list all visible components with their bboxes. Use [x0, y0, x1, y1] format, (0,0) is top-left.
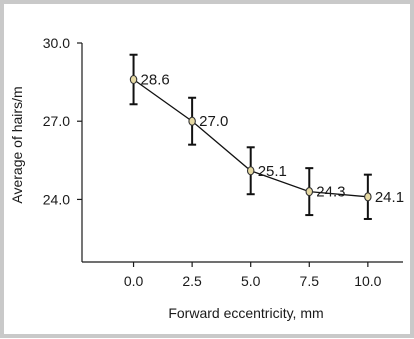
axes: 24.0 27.0 30.0 0.0 2.5 5.0 7.5 10.0	[43, 35, 403, 289]
data-point	[246, 166, 255, 176]
data-point	[305, 187, 314, 197]
x-tick-label: 10.0	[354, 273, 381, 289]
data-label: 27.0	[199, 113, 228, 130]
x-tick-label: 0.0	[124, 273, 144, 289]
y-tick-label: 30.0	[43, 35, 70, 51]
y-tick-label: 27.0	[43, 113, 70, 129]
data-label: 28.6	[141, 72, 170, 89]
data-label: 24.3	[316, 184, 345, 201]
y-axis-title: Average of hairs/m	[9, 86, 25, 203]
data-label: 24.1	[375, 189, 404, 206]
data-label: 25.1	[258, 163, 287, 180]
x-tick-label: 2.5	[182, 273, 202, 289]
data-point	[188, 116, 196, 126]
x-axis-title: Forward eccentricity, mm	[168, 305, 323, 321]
x-tick-label: 7.5	[300, 273, 320, 289]
x-tick-label: 5.0	[241, 273, 261, 289]
data-point	[129, 74, 138, 85]
marks: 28.6 27.0 25.1 24.3 24.1	[129, 53, 404, 220]
chart: 24.0 27.0 30.0 0.0 2.5 5.0 7.5 10.0 28.6 27.0 25.…	[9, 35, 404, 321]
y-tick-label: 24.0	[43, 191, 70, 207]
data-point	[364, 192, 372, 202]
